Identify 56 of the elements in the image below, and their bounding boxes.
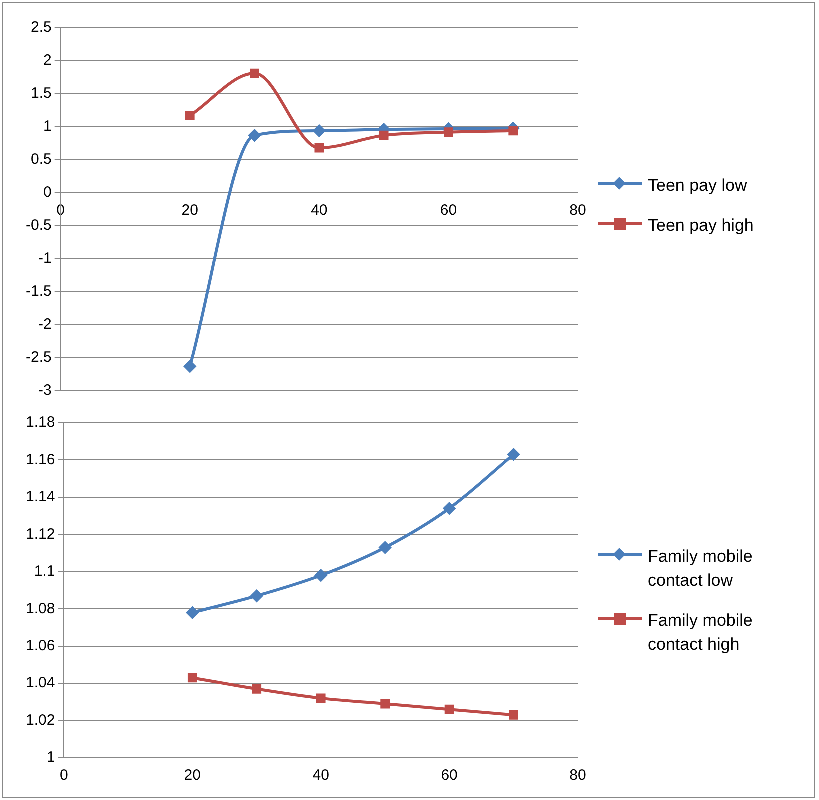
y-tick-label: -1.5 — [26, 283, 52, 300]
legend-label: Teen pay low — [648, 174, 748, 196]
x-tick-label: 40 — [312, 767, 330, 784]
point — [185, 111, 195, 120]
y-tick-label: 1.1 — [34, 563, 56, 580]
y-tick-label: 1.02 — [26, 712, 56, 729]
point — [316, 694, 326, 704]
x-tick-label: 20 — [182, 202, 198, 220]
point — [313, 124, 326, 137]
y-tick-label: 2.5 — [30, 19, 52, 36]
point — [314, 143, 324, 153]
point — [186, 606, 199, 619]
y-tick-label: -2.5 — [26, 349, 52, 366]
y-tick-label: 1.04 — [26, 674, 56, 692]
x-tick-label: 60 — [440, 202, 458, 220]
point — [188, 673, 198, 683]
y-tick-label: 1.18 — [26, 414, 56, 432]
y-tick-label: -1 — [38, 250, 52, 268]
point — [444, 502, 456, 515]
legend-label: Teen pay high — [648, 214, 754, 236]
point — [379, 542, 392, 554]
point — [250, 590, 263, 602]
point — [248, 130, 261, 142]
x-tick-label: 40 — [311, 202, 328, 220]
point — [444, 128, 454, 137]
x-tick-label: 60 — [441, 767, 458, 784]
y-tick-label: 0.5 — [30, 151, 52, 168]
point — [509, 710, 518, 720]
y-tick-label: 0 — [44, 184, 52, 202]
legend-label: Family mobile contact high — [648, 610, 754, 656]
point — [379, 130, 389, 140]
y-tick-label: 1.14 — [26, 488, 56, 506]
point — [508, 126, 518, 136]
x-tick-label: 20 — [184, 767, 201, 784]
y-tick-label: -3 — [38, 382, 52, 400]
point — [184, 360, 196, 373]
point — [252, 684, 262, 694]
legend-label: Family mobile contact low — [648, 546, 754, 592]
point — [508, 448, 520, 461]
y-tick-label: 1.12 — [26, 526, 56, 543]
x-tick-label: 80 — [570, 767, 586, 784]
y-tick-label: 2 — [44, 52, 52, 70]
point — [380, 699, 390, 709]
x-tick-label: 0 — [60, 767, 68, 784]
y-tick-label: -0.5 — [26, 217, 52, 234]
y-tick-label: 1 — [44, 118, 52, 136]
point — [250, 68, 260, 78]
y-tick-label: 1.5 — [30, 85, 52, 102]
y-tick-label: -2 — [38, 316, 52, 334]
point — [315, 570, 328, 582]
y-tick-label: 1.08 — [26, 600, 56, 618]
y-tick-label: 1.16 — [26, 451, 56, 468]
y-tick-label: 1.06 — [26, 637, 56, 654]
y-tick-label: 1 — [46, 749, 56, 766]
x-tick-label: 80 — [570, 202, 586, 220]
point — [444, 704, 454, 714]
